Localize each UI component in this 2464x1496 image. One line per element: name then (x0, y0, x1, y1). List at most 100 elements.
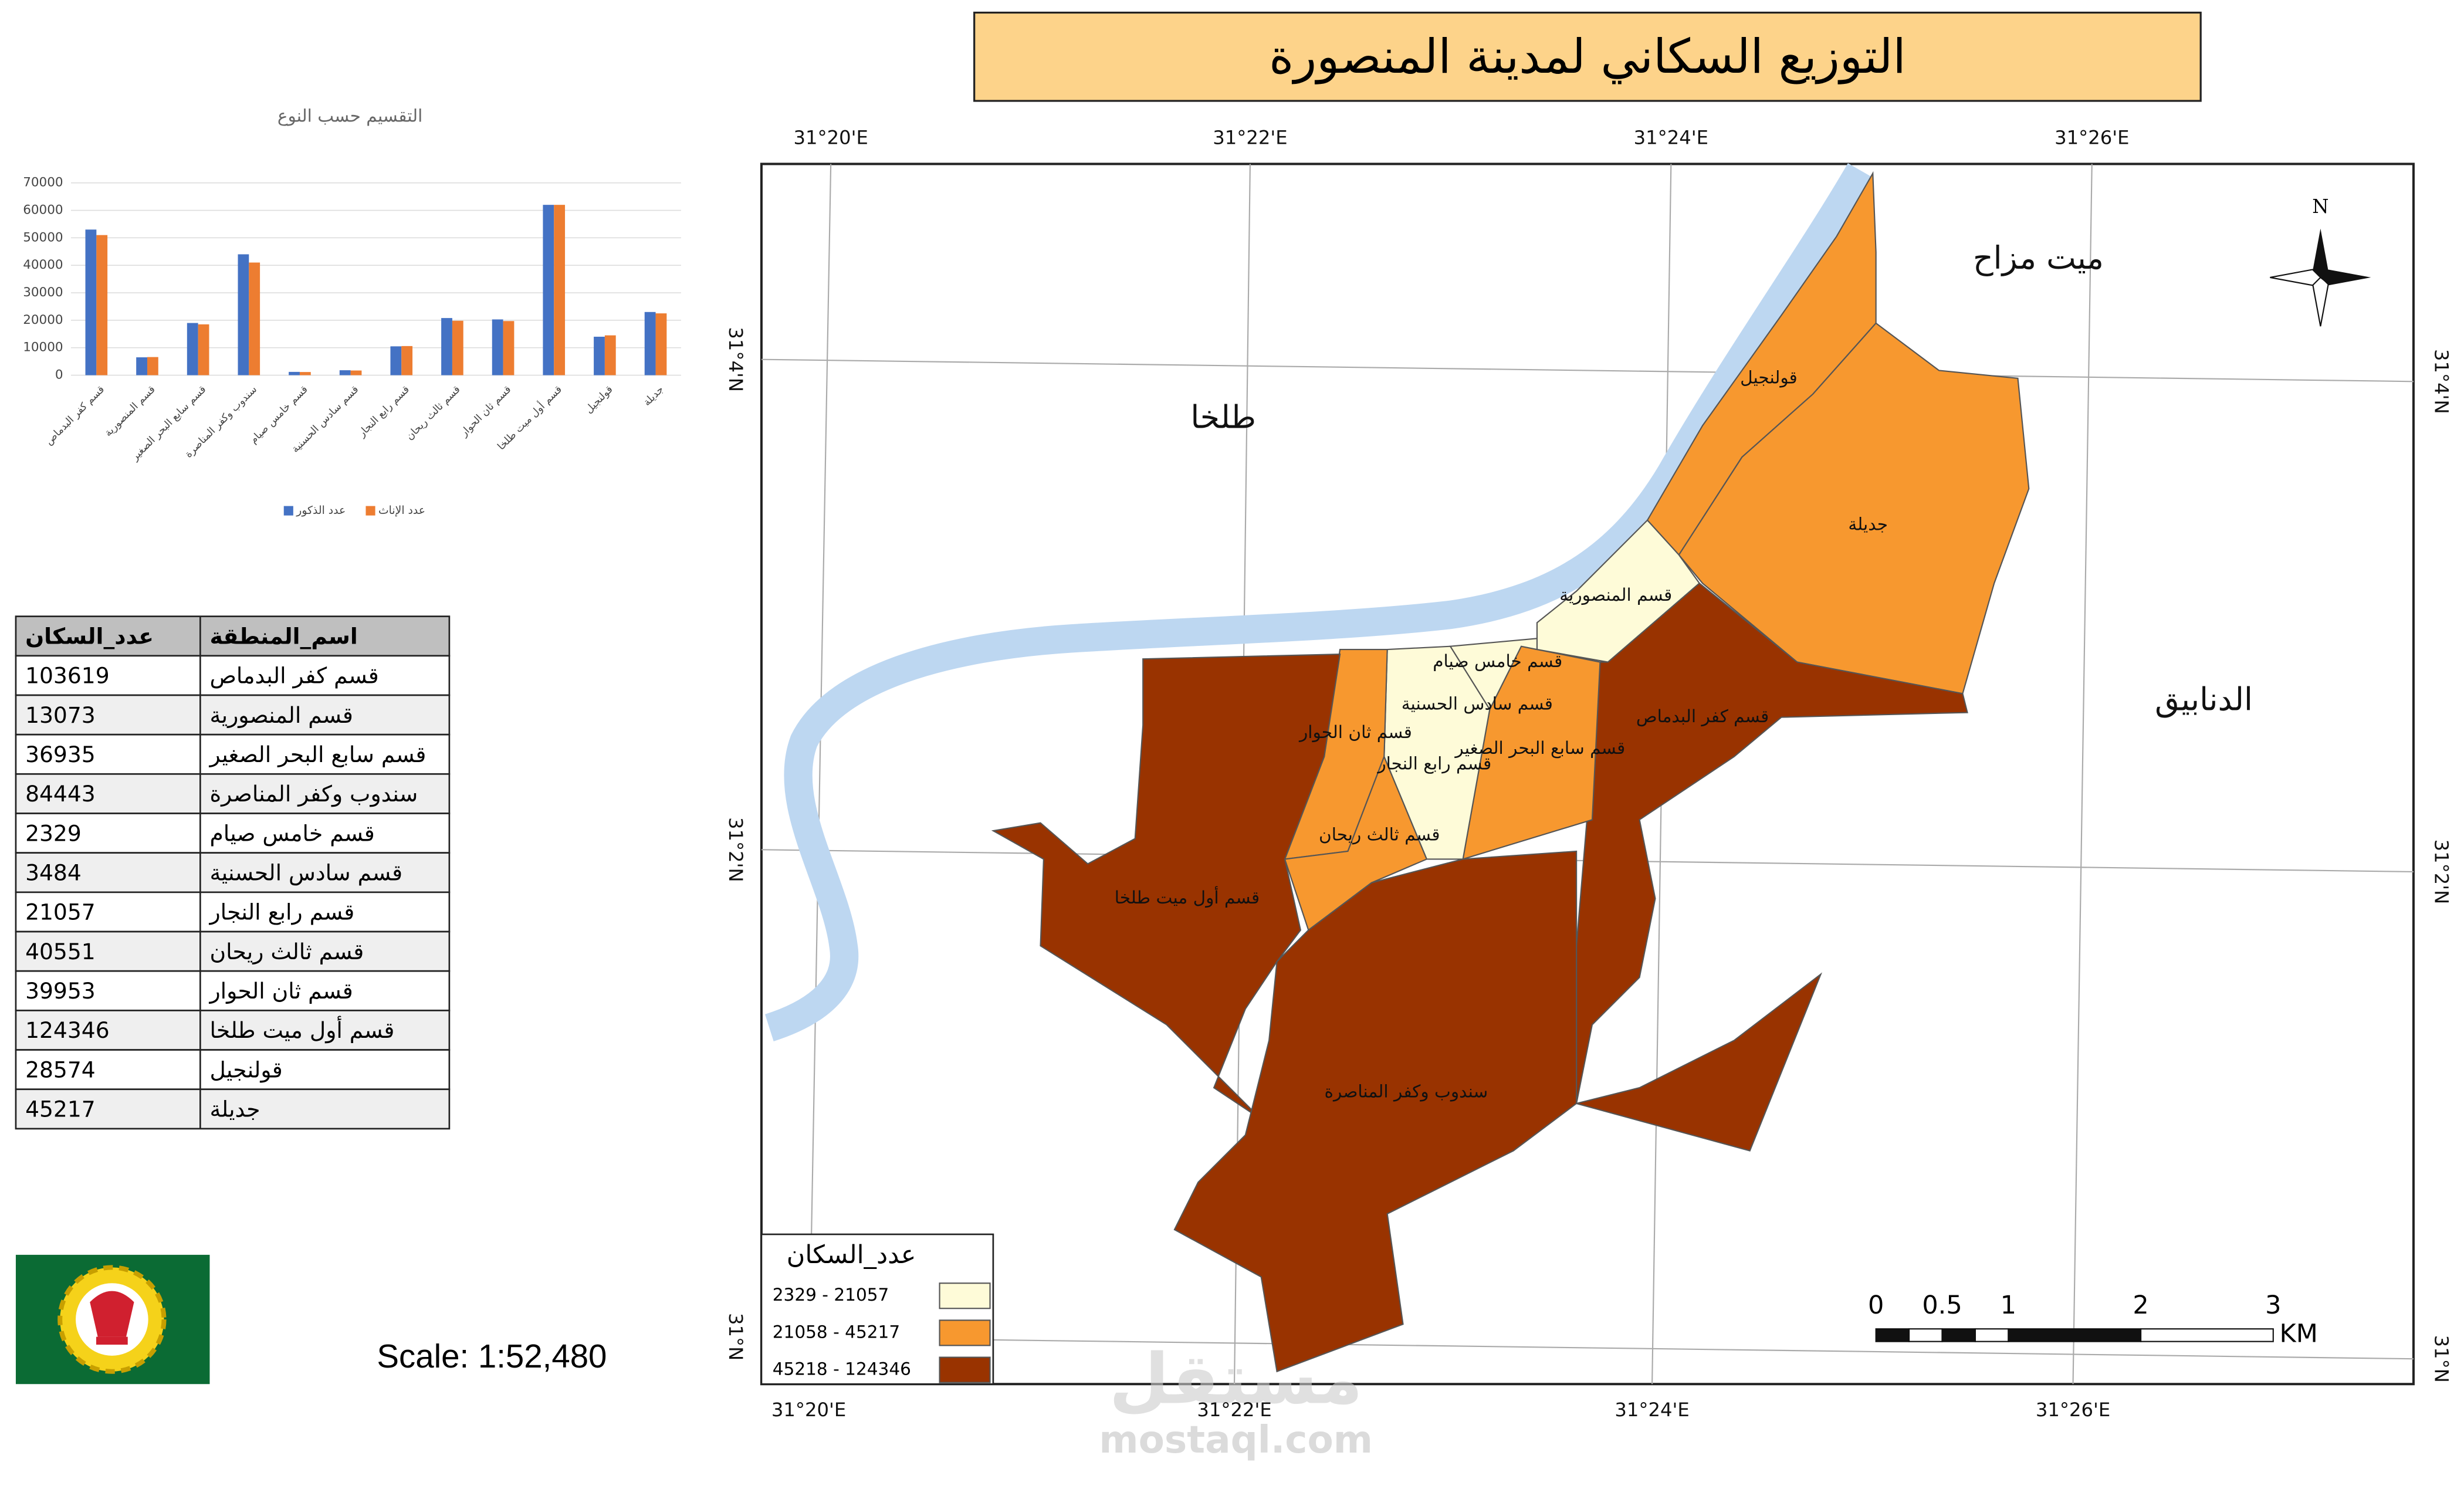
bar (655, 313, 667, 375)
table-cell: 36935 (25, 742, 96, 767)
bar (401, 346, 413, 375)
lon-label: 31°22'E (1213, 126, 1287, 148)
table-cell: 28574 (25, 1057, 96, 1082)
y-tick-label: 30000 (23, 285, 63, 300)
region-label: قسم أول ميت طلخا (1115, 886, 1260, 908)
graticule (761, 358, 2414, 383)
legend-label: عدد الذكور (296, 505, 346, 517)
table-cell: قسم ثان الحوار (208, 978, 353, 1004)
bar (390, 346, 402, 375)
bar (644, 312, 656, 375)
region-label: سندوب وكفر المناصرة (1325, 1082, 1488, 1102)
lon-label: 31°24'E (1615, 1399, 1689, 1421)
legend-swatch (939, 1319, 991, 1346)
bar (350, 370, 362, 375)
place-name: الدنابيق (2155, 681, 2253, 718)
bar (147, 357, 158, 375)
y-tick-label: 40000 (23, 258, 63, 272)
legend: عدد_السكان 2329 - 21057 21058 - 45217 4521… (760, 1233, 994, 1385)
bar (289, 371, 300, 375)
bar (238, 254, 249, 375)
region-label: قسم رابع النجار (1376, 754, 1491, 774)
legend-title: عدد_السكان (787, 1240, 916, 1270)
lon-label: 31°22'E (1197, 1399, 1271, 1421)
north-label: N (2312, 195, 2328, 218)
table-cell: قسم سابع البحر الصغير (208, 742, 426, 768)
place-name: طلخا (1190, 398, 1256, 435)
region (1536, 519, 1701, 663)
bar (249, 262, 260, 375)
table-row (15, 930, 451, 972)
region (1284, 754, 1428, 932)
lat-label: 31°N (725, 1313, 747, 1360)
bar (299, 372, 311, 375)
table-cell: 3484 (25, 859, 82, 885)
map: قولنجيل جديلة قسم المنصورية قسم كفر البد… (760, 163, 2414, 1462)
lat-label: 31°4'N (725, 327, 747, 392)
region (991, 654, 1341, 1120)
scalebar-unit: KM (2280, 1319, 2318, 1348)
table-row (15, 1010, 451, 1051)
table-cell: جديلة (209, 1096, 260, 1122)
lat-label: 31°2'N (725, 817, 747, 882)
lat-label: 31°N (2431, 1335, 2453, 1383)
scalebar-label: 0 (1868, 1291, 1884, 1320)
region-label: قسم كفر البدماص (1636, 706, 1769, 727)
region-label: قسم ثالث ريحان (1319, 825, 1440, 845)
region-label: قسم خامس صيام (1433, 651, 1562, 672)
lon-label: 31°20'E (793, 126, 868, 148)
bar (441, 318, 452, 375)
bar (452, 320, 463, 375)
table-row (15, 813, 451, 854)
bar (198, 324, 209, 375)
table-row (15, 1088, 451, 1130)
lon-label: 31°20'E (771, 1399, 846, 1421)
lat-label: 31°2'N (2431, 840, 2453, 905)
scalebar: 0 0.5 1 2 3 KM (1868, 1291, 2318, 1348)
table-cell: سندوب وكفر المناصرة (209, 781, 418, 807)
bar (339, 370, 351, 375)
table-cell: 124346 (25, 1017, 110, 1043)
table-row (15, 852, 451, 893)
table-row (15, 1049, 451, 1091)
table-cell: قسم خامس صيام (209, 820, 374, 846)
table-header-cell: اسم_المنطقة (209, 623, 357, 649)
legend-swatch (365, 506, 375, 516)
place-name: ميت مزاح (1973, 239, 2104, 276)
map-scale: Scale: 1:52,480 (377, 1338, 607, 1375)
region-label: قسم ثان الحوار (1298, 722, 1412, 743)
y-tick-label: 20000 (23, 313, 63, 327)
graticule (2072, 164, 2093, 1385)
bar (594, 336, 605, 375)
bar (96, 235, 108, 375)
bar (136, 357, 147, 375)
legend-label: 21058 - 45217 (773, 1322, 900, 1342)
table-cell: 13073 (25, 702, 96, 728)
legend-label: 2329 - 21057 (773, 1285, 889, 1305)
region (1449, 638, 1538, 711)
table-cell: قسم رابع النجار (208, 899, 354, 926)
table-cell: 2329 (25, 820, 82, 846)
table-cell: قسم أول ميت طلخا (209, 1016, 394, 1044)
graticule (808, 164, 832, 1385)
table-header-cell: عدد_السكان (25, 623, 154, 649)
watermark: مستقل (1109, 1338, 1363, 1419)
lat-label: 31°4'N (2431, 349, 2453, 414)
chart-title: التقسيم حسب النوع (277, 106, 422, 126)
bar (503, 321, 515, 375)
y-tick-label: 60000 (23, 203, 63, 218)
y-tick-label: 50000 (23, 230, 63, 245)
legend-swatch (939, 1356, 991, 1383)
legend-label: 45218 - 124346 (773, 1359, 911, 1379)
table-cell: قسم كفر البدماص (209, 663, 378, 689)
bar (85, 229, 97, 375)
table-cell: 39953 (25, 978, 96, 1004)
table-cell: 103619 (25, 663, 110, 689)
bar (187, 323, 198, 375)
lon-label: 31°24'E (1634, 126, 1708, 148)
scalebar-label: 0.5 (1922, 1291, 1962, 1320)
bar (604, 335, 616, 375)
region-label: قسم سابع البحر الصغير (1454, 738, 1625, 759)
region-label: قسم سادس الحسنية (1402, 694, 1553, 715)
